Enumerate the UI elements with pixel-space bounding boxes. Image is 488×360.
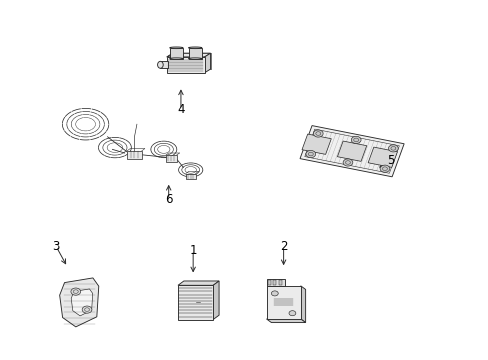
Circle shape	[71, 288, 81, 295]
Polygon shape	[337, 141, 366, 161]
Polygon shape	[266, 319, 305, 323]
Ellipse shape	[387, 145, 397, 152]
Ellipse shape	[379, 165, 389, 172]
Ellipse shape	[343, 159, 352, 166]
Polygon shape	[204, 53, 210, 73]
Ellipse shape	[169, 58, 183, 59]
Polygon shape	[71, 289, 93, 316]
Polygon shape	[302, 134, 331, 154]
Text: 4: 4	[177, 103, 184, 116]
Text: 5: 5	[386, 154, 394, 167]
Text: 6: 6	[164, 193, 172, 206]
Bar	[273, 280, 276, 285]
Ellipse shape	[313, 130, 323, 137]
Polygon shape	[300, 126, 403, 177]
Bar	[278, 280, 281, 285]
Text: 1: 1	[189, 244, 197, 257]
Ellipse shape	[169, 47, 183, 49]
Ellipse shape	[305, 150, 315, 158]
Circle shape	[288, 311, 295, 316]
Circle shape	[82, 306, 92, 313]
Polygon shape	[166, 53, 210, 57]
Ellipse shape	[157, 61, 163, 68]
Bar	[165, 155, 176, 162]
Polygon shape	[178, 281, 219, 285]
Bar	[178, 285, 213, 320]
Bar	[169, 48, 183, 59]
Polygon shape	[367, 147, 397, 167]
Ellipse shape	[350, 136, 360, 144]
Bar	[166, 57, 204, 73]
Bar	[185, 174, 195, 179]
Ellipse shape	[188, 58, 202, 59]
Text: 2: 2	[279, 240, 287, 253]
Bar	[266, 286, 300, 319]
Bar	[267, 280, 270, 285]
Ellipse shape	[188, 47, 202, 49]
Polygon shape	[300, 286, 305, 323]
Bar	[127, 151, 142, 159]
Bar	[266, 279, 285, 286]
Polygon shape	[213, 281, 219, 320]
Bar	[160, 61, 168, 68]
Text: 3: 3	[52, 240, 60, 253]
Bar	[188, 48, 202, 59]
Circle shape	[271, 291, 278, 296]
Polygon shape	[60, 278, 99, 327]
